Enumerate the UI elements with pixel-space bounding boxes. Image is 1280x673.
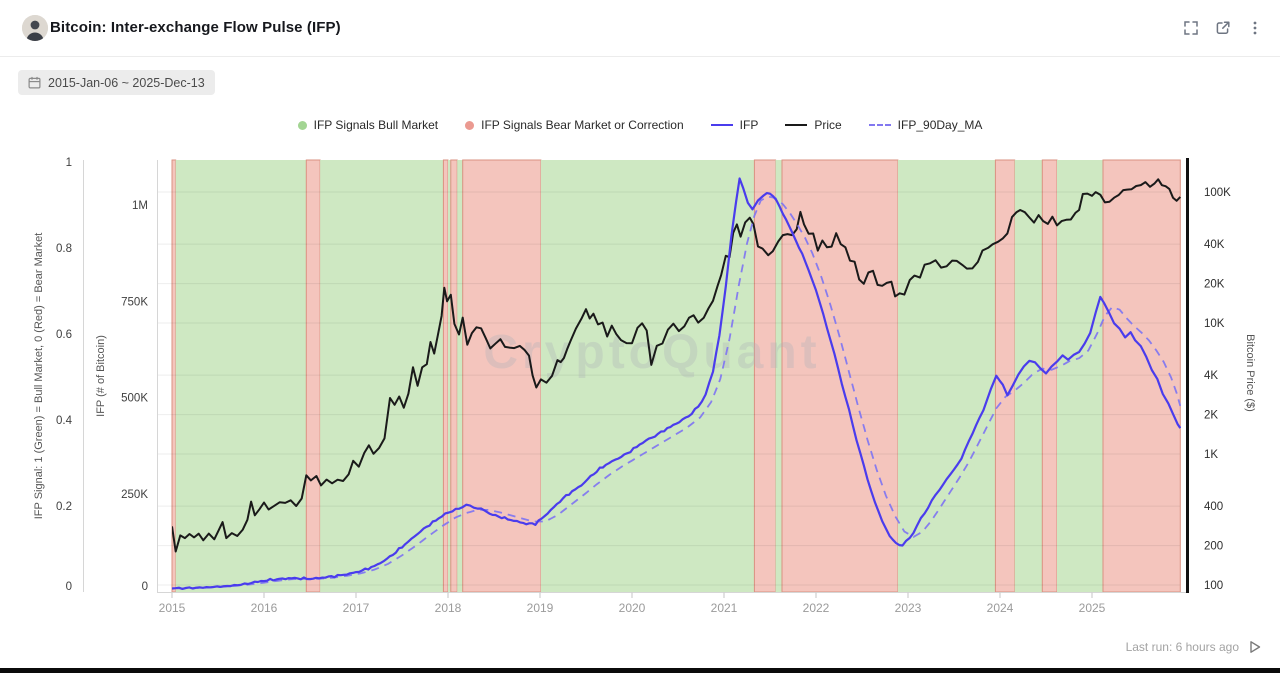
- calendar-icon: [28, 76, 41, 89]
- last-run-status: Last run: 6 hours ago: [1126, 639, 1264, 655]
- signal-band-bear: [442, 159, 449, 593]
- ifp-90day-ma-line: [176, 195, 1181, 590]
- year-tick-label: 2019: [527, 601, 554, 615]
- legend-label: IFP_90Day_MA: [897, 118, 983, 132]
- ifp-tick-label: 1M: [132, 200, 148, 212]
- signal-tick-label: 1: [66, 157, 72, 169]
- signal-band-bear: [994, 159, 1016, 593]
- legend-item-bear-market[interactable]: IFP Signals Bear Market or Correction: [465, 118, 684, 132]
- year-tick-label: 2024: [987, 601, 1014, 615]
- price-tick-label: 100K: [1204, 187, 1231, 199]
- avatar-image: [22, 15, 48, 41]
- bull-dot-icon: [297, 120, 307, 130]
- signal-band-bear: [305, 159, 321, 593]
- header: Bitcoin: Inter-exchange Flow Pulse (IFP): [0, 0, 1280, 57]
- legend-item-bull-market[interactable]: IFP Signals Bull Market: [297, 118, 439, 132]
- year-tick-label: 2017: [343, 601, 370, 615]
- year-tick-label: 2016: [251, 601, 278, 615]
- signal-band-bull: [540, 160, 755, 592]
- legend-label: IFP Signals Bear Market or Correction: [481, 118, 684, 132]
- signal-band-bear: [1102, 159, 1181, 593]
- legend-item-ifp[interactable]: IFP: [710, 118, 759, 132]
- signal-tick-label: 0.8: [56, 243, 72, 255]
- bear-dot-icon: [465, 120, 475, 130]
- play-icon: [1250, 641, 1261, 653]
- price-line-icon: [785, 124, 808, 126]
- signal-band-bull: [897, 160, 996, 592]
- signal-band-bull: [175, 160, 307, 592]
- signal-axis-title: IFP Signal: 1 (Green) = Bull Market, 0 (…: [33, 233, 45, 520]
- price-tick-label: 200: [1204, 541, 1223, 553]
- signal-band-bull: [320, 160, 444, 592]
- bottom-bar: [0, 668, 1280, 673]
- ifp-tick-label: 0: [142, 581, 148, 593]
- price-tick-label: 2K: [1204, 410, 1218, 422]
- signal-band-bull: [457, 160, 463, 592]
- year-tick-label: 2015: [159, 601, 186, 615]
- year-tick-label: 2021: [711, 601, 738, 615]
- signal-tick-label: 0.6: [56, 329, 72, 341]
- legend-label: Price: [814, 118, 842, 132]
- year-tick-label: 2018: [435, 601, 462, 615]
- signal-tick-label: 0: [66, 581, 72, 593]
- price-tick-label: 1K: [1204, 449, 1218, 461]
- ifp-line: [172, 177, 1181, 590]
- price-axis-title: Bitcoin Price ($): [1244, 334, 1256, 412]
- fullscreen-button[interactable]: [1182, 19, 1200, 37]
- price-tick-label: 100: [1204, 580, 1223, 592]
- year-tick-label: 2025: [1079, 601, 1106, 615]
- more-options-button[interactable]: [1246, 19, 1264, 37]
- price-tick-label: 40K: [1204, 239, 1225, 251]
- run-button[interactable]: [1248, 639, 1264, 655]
- price-tick-label: 10K: [1204, 318, 1225, 330]
- watermark: CryptoQuant: [483, 326, 820, 379]
- more-options-icon: [1253, 21, 1257, 35]
- price-tick-label: 4K: [1204, 370, 1218, 382]
- legend-label: IFP Signals Bull Market: [313, 118, 439, 132]
- ifp-axis-title: IFP (# of Bitcoin): [95, 335, 107, 417]
- ma-dashed-line-icon: [868, 124, 891, 126]
- chart-canvas[interactable]: CryptoQuant 0 0.2 0.4 0.6 0.8 1 0 250K 500K 750K 1M…: [0, 0, 1280, 650]
- date-range-label: 2015-Jan-06 ~ 2025-Dec-13: [48, 75, 205, 90]
- fullscreen-icon: [1184, 21, 1198, 35]
- year-tick-label: 2022: [803, 601, 830, 615]
- ifp-line-icon: [710, 124, 733, 126]
- price-line: [172, 178, 1181, 553]
- page-title: Bitcoin: Inter-exchange Flow Pulse (IFP): [50, 19, 341, 36]
- year-tick-label: 2020: [619, 601, 646, 615]
- price-tick-label: 400: [1204, 501, 1223, 513]
- open-external-icon: [1216, 21, 1230, 34]
- ifp-tick-label: 500K: [121, 393, 148, 405]
- ifp-tick-label: 250K: [121, 489, 148, 501]
- signal-tick-label: 0.2: [56, 501, 72, 513]
- legend-item-ifp-90day-ma[interactable]: IFP_90Day_MA: [868, 118, 983, 132]
- last-run-label: Last run: 6 hours ago: [1125, 640, 1239, 654]
- year-tick-label: 2023: [895, 601, 922, 615]
- signal-tick-label: 0.4: [56, 415, 73, 427]
- header-actions: [1182, 19, 1264, 37]
- signal-band-bull: [1057, 160, 1103, 592]
- signal-band-bear: [1041, 159, 1058, 593]
- legend-label: IFP: [739, 118, 759, 132]
- legend-item-price[interactable]: Price: [785, 118, 842, 132]
- date-range-chip[interactable]: 2015-Jan-06 ~ 2025-Dec-13: [18, 70, 215, 95]
- signal-band-bear: [450, 159, 458, 593]
- ifp-tick-label: 750K: [121, 296, 148, 308]
- price-tick-label: 20K: [1204, 279, 1225, 291]
- chart-legend: IFP Signals Bull Market IFP Signals Bear…: [0, 118, 1280, 132]
- signal-band-bull: [448, 160, 451, 592]
- signal-band-bull: [775, 160, 782, 592]
- signal-band-bull: [1014, 160, 1043, 592]
- open-external-button[interactable]: [1214, 19, 1232, 37]
- user-avatar[interactable]: [22, 15, 48, 41]
